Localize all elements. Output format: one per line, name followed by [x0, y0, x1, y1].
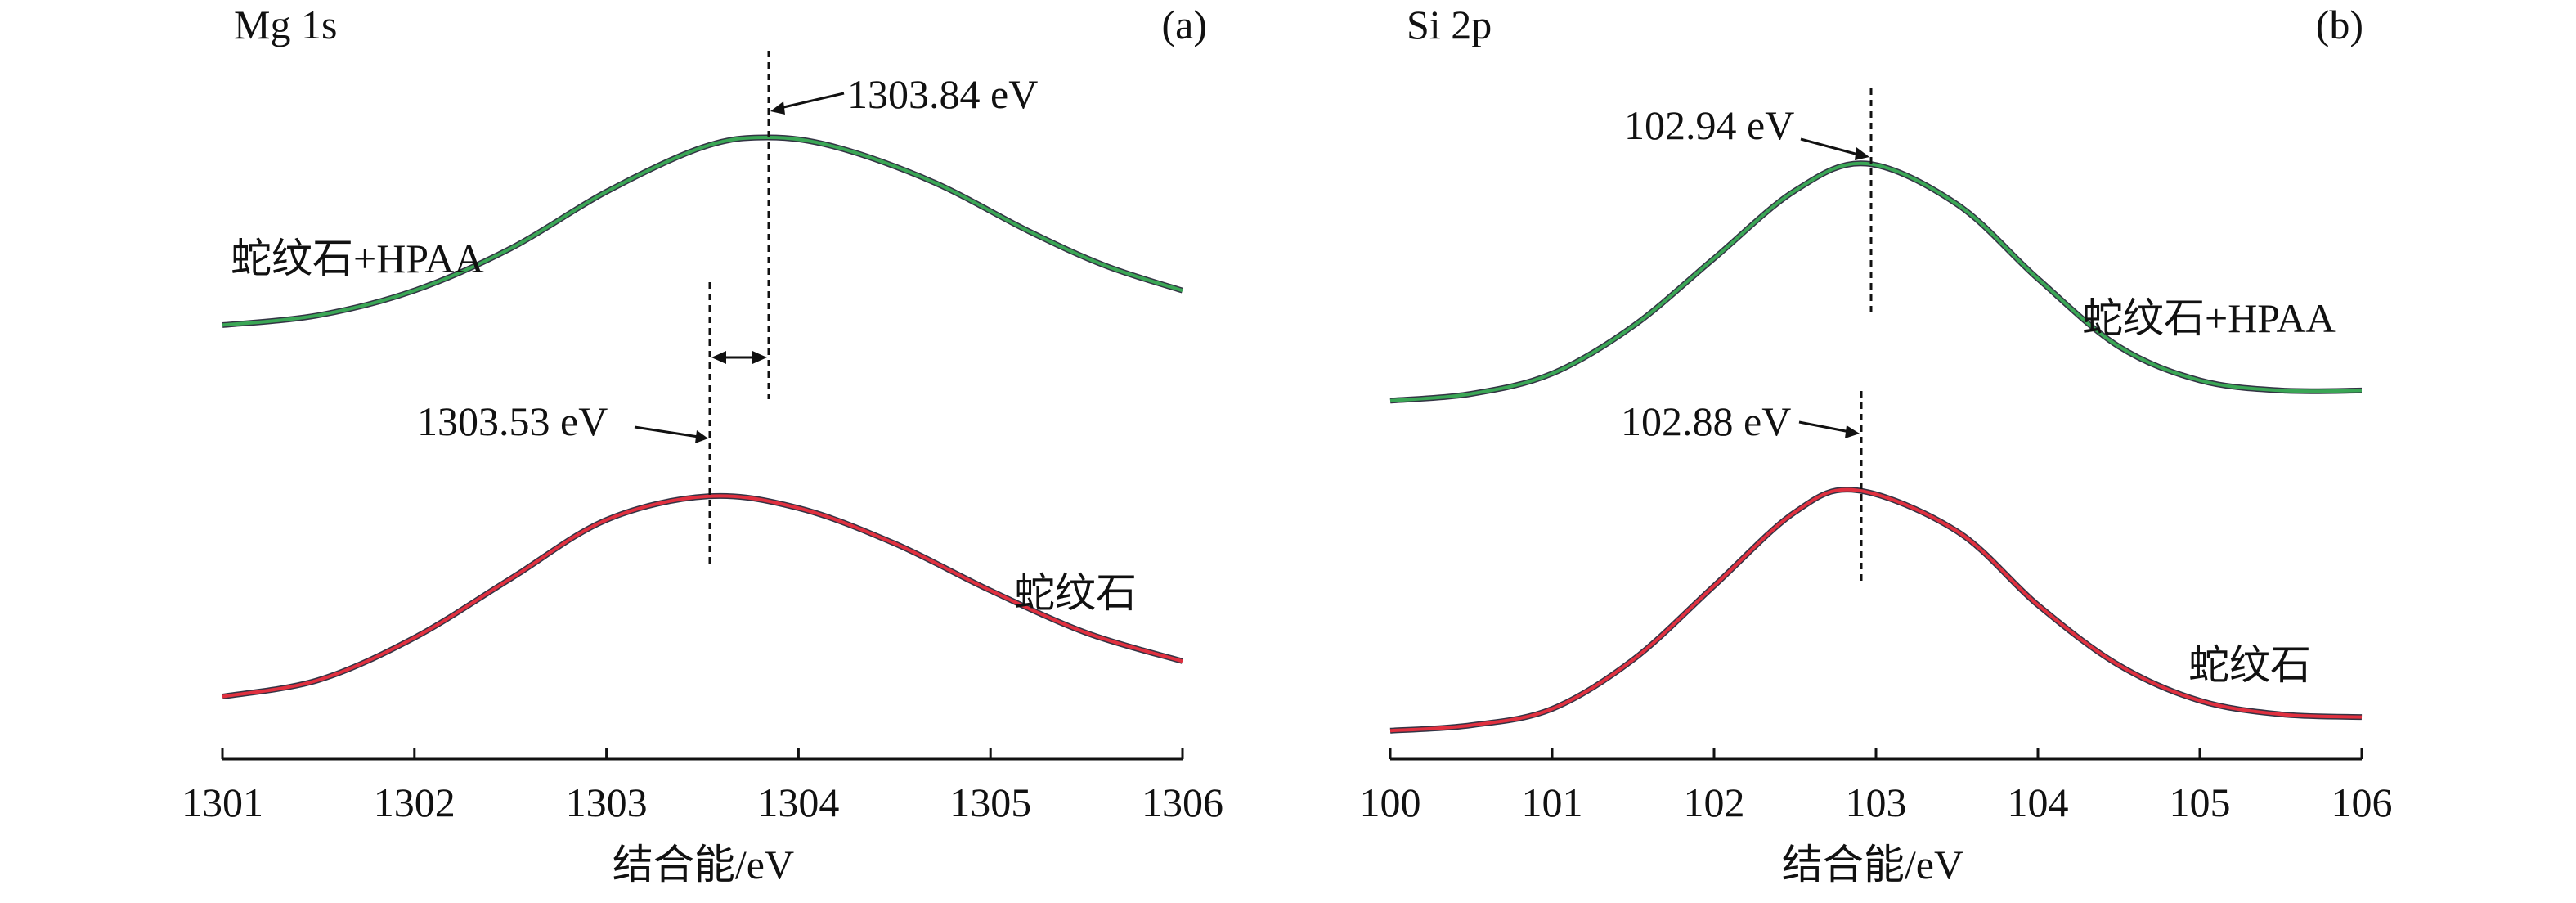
series-envelope-0 — [1389, 160, 2363, 404]
series-envelope-0 — [222, 134, 1184, 328]
series-line-0 — [222, 135, 1183, 327]
annotation-arrow — [634, 425, 699, 438]
peak-annotation-raw: 1303.53 eV — [417, 398, 608, 444]
x-tick-label: 104 — [2008, 779, 2069, 825]
annotation-arrowhead — [1845, 425, 1860, 438]
x-tick-label: 100 — [1360, 779, 1421, 825]
panel-b: Si 2p (b) 102.94 eV 102.88 eV 蛇纹石+HPAA 蛇… — [1360, 2, 2393, 887]
panel-a: Mg 1s (a) 1303.84 eV 1303.53 eV 蛇纹石+HPAA… — [182, 2, 1223, 887]
x-tick-label: 1305 — [949, 779, 1031, 825]
series-line-1 — [1389, 487, 2363, 733]
series-line-0 — [1389, 161, 2363, 402]
x-tick-label: 101 — [1522, 779, 1583, 825]
x-tick-label: 1303 — [566, 779, 648, 825]
series-label-treated: 蛇纹石+HPAA — [2082, 295, 2336, 341]
annotation-arrowhead — [770, 101, 785, 115]
element-label: Mg 1s — [234, 2, 337, 47]
x-tick-label: 106 — [2331, 779, 2393, 825]
x-tick-label: 1302 — [374, 779, 456, 825]
annotation-arrow — [1798, 420, 1851, 434]
peak-annotation-treated: 102.94 eV — [1624, 102, 1794, 148]
x-ticks: 100 101 102 103 104 105 106 — [1360, 748, 2393, 825]
x-tick-label: 103 — [1846, 779, 1907, 825]
annotation-arrowhead — [1855, 147, 1869, 160]
series-envelope-1 — [1389, 487, 2363, 734]
series-label-raw: 蛇纹石 — [1014, 570, 1137, 616]
x-tick-label: 1301 — [182, 779, 263, 825]
panel-label: (b) — [2316, 2, 2363, 47]
x-tick-label: 1304 — [757, 779, 839, 825]
annotation-arrow — [779, 92, 845, 110]
x-axis-title: 结合能/eV — [613, 842, 794, 887]
series-line-1 — [222, 494, 1183, 699]
annotation-arrow — [1800, 137, 1862, 157]
x-ticks: 1301 1302 1303 1304 1305 1306 — [182, 748, 1223, 825]
element-label: Si 2p — [1407, 2, 1492, 47]
shift-arrow-head-left — [711, 351, 726, 364]
x-tick-label: 102 — [1684, 779, 1745, 825]
peak-annotation-treated: 1303.84 eV — [847, 71, 1038, 117]
x-tick-label: 105 — [2170, 779, 2231, 825]
x-tick-label: 1306 — [1142, 779, 1223, 825]
peak-annotation-raw: 102.88 eV — [1621, 398, 1791, 444]
x-axis-title: 结合能/eV — [1782, 842, 1963, 887]
annotation-arrowhead — [695, 430, 708, 443]
shift-arrow-head-right — [752, 351, 767, 364]
panel-label: (a) — [1162, 2, 1208, 47]
curves — [1389, 160, 2363, 734]
curves — [222, 134, 1184, 700]
series-label-treated: 蛇纹石+HPAA — [231, 236, 484, 281]
series-label-raw: 蛇纹石 — [2188, 642, 2311, 688]
